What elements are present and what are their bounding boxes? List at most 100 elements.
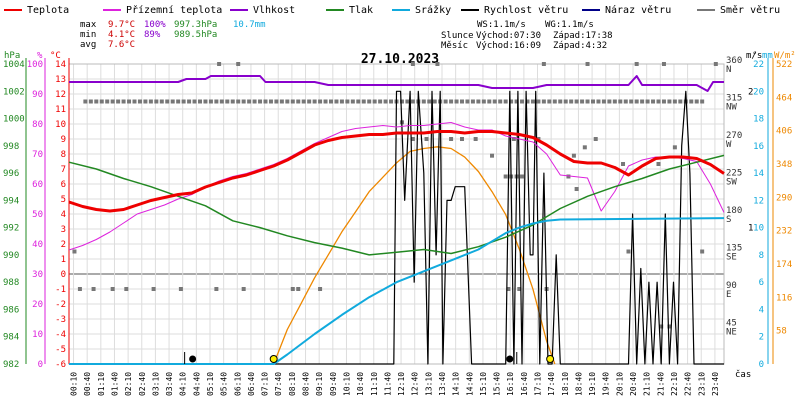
wind-direction-point bbox=[585, 99, 590, 104]
wind-direction-point bbox=[176, 99, 181, 104]
wind-direction-point bbox=[170, 99, 175, 104]
wind-direction-point bbox=[91, 287, 96, 291]
wind-direction-point bbox=[178, 287, 183, 291]
wind-direction-point bbox=[405, 99, 410, 104]
tick-label: 6 bbox=[61, 180, 66, 190]
axis-label: % bbox=[37, 51, 43, 61]
x-tick-label: 20:40 bbox=[629, 372, 638, 396]
wind-direction-point bbox=[460, 99, 464, 104]
tick-label: S bbox=[726, 215, 731, 225]
wind-direction-point bbox=[661, 99, 666, 104]
wind-direction-point bbox=[424, 137, 429, 141]
wind-direction-point bbox=[713, 62, 718, 66]
wind-direction-point bbox=[506, 287, 511, 291]
stat-value: Západ:17:38 bbox=[553, 31, 613, 41]
x-tick-label: 00:10 bbox=[70, 372, 79, 396]
tick-label: 232 bbox=[776, 227, 792, 237]
moonrise-icon bbox=[506, 355, 514, 363]
wind-direction-point bbox=[465, 99, 470, 104]
stat-label: Měsíc bbox=[441, 41, 468, 51]
x-tick-label: 12:10 bbox=[397, 372, 406, 396]
tick-label: 60 bbox=[32, 180, 43, 190]
wind-direction-point bbox=[607, 99, 612, 104]
tick-label: 1 bbox=[748, 224, 753, 234]
tick-label: 988 bbox=[3, 278, 19, 288]
wind-direction-point bbox=[214, 287, 219, 291]
tick-label: 0 bbox=[38, 360, 43, 370]
tick-label: 10 bbox=[753, 224, 764, 234]
wind-direction-point bbox=[547, 99, 552, 104]
stat-value: 89% bbox=[144, 30, 161, 40]
wind-direction-point bbox=[667, 324, 672, 329]
wind-direction-point bbox=[247, 99, 252, 104]
wind-direction-point bbox=[569, 99, 574, 104]
legend-label: Směr větru bbox=[720, 4, 780, 16]
chart-title: 27.10.2023 bbox=[361, 52, 439, 67]
wind-direction-point bbox=[230, 99, 235, 104]
axis-label: ° bbox=[752, 51, 757, 61]
sun-moon-markers bbox=[184, 352, 555, 364]
tick-label: 9 bbox=[61, 135, 66, 145]
wind-direction-point bbox=[520, 99, 525, 104]
wind-direction-point bbox=[700, 249, 705, 254]
wind-direction-point bbox=[121, 99, 126, 104]
wind-direction-point bbox=[525, 99, 530, 104]
stat-value: 997.3hPa bbox=[174, 20, 217, 30]
x-tick-label: 12:40 bbox=[411, 372, 420, 396]
series-line bbox=[68, 154, 725, 256]
tick-label: 10 bbox=[55, 120, 66, 130]
wind-direction-point bbox=[318, 99, 323, 104]
tick-label: 0 bbox=[759, 360, 764, 370]
tick-label: 80 bbox=[32, 120, 43, 130]
wind-direction-point bbox=[383, 99, 388, 104]
wind-direction-point bbox=[481, 99, 486, 104]
tick-label: SW bbox=[726, 178, 737, 188]
wind-direction-point bbox=[236, 62, 241, 66]
legend-label: Srážky bbox=[415, 4, 451, 16]
wind-direction-point bbox=[503, 174, 508, 179]
x-tick-label: 03:10 bbox=[151, 372, 160, 396]
legend: Teplota Přízemní teplota Vlhkost Tlak Srážky… bbox=[4, 4, 780, 16]
wind-direction-point bbox=[659, 324, 664, 329]
wind-direction-point bbox=[410, 62, 415, 66]
wind-direction-point bbox=[296, 287, 301, 291]
wind-direction-point bbox=[307, 99, 312, 104]
x-tick-label: 23:10 bbox=[697, 372, 706, 396]
wind-direction-point bbox=[541, 62, 546, 66]
tick-label: 996 bbox=[3, 169, 19, 179]
x-axis-label: čas bbox=[735, 369, 751, 380]
legend-label: Rychlost větru bbox=[484, 4, 568, 16]
wind-direction-point bbox=[492, 99, 497, 104]
wind-direction-point bbox=[290, 99, 295, 104]
x-tick-label: 22:10 bbox=[670, 372, 679, 396]
wind-direction-point bbox=[124, 287, 129, 291]
wind-direction-point bbox=[214, 99, 219, 104]
series-line bbox=[68, 130, 725, 213]
tick-label: 174 bbox=[776, 260, 792, 270]
wind-direction-point bbox=[252, 99, 257, 104]
x-tick-label: 19:10 bbox=[588, 372, 597, 396]
wind-direction-point bbox=[634, 62, 639, 66]
sunrise-icon bbox=[269, 355, 278, 363]
tick-label: 58 bbox=[776, 327, 787, 337]
tick-label: 135 bbox=[726, 244, 742, 254]
wind-direction-point bbox=[454, 99, 459, 104]
wind-direction-point bbox=[536, 99, 541, 104]
wind-direction-point bbox=[449, 137, 454, 141]
tick-label: 70 bbox=[32, 150, 43, 160]
wind-direction-point bbox=[318, 287, 323, 291]
tick-label: NE bbox=[726, 328, 737, 338]
tick-label: 984 bbox=[3, 333, 19, 343]
wind-direction-point bbox=[470, 99, 475, 104]
wind-direction-point bbox=[268, 99, 273, 104]
wind-direction-point bbox=[132, 99, 137, 104]
wind-direction-point bbox=[694, 99, 699, 104]
tick-label: 7 bbox=[61, 165, 66, 175]
wind-direction-point bbox=[509, 99, 514, 104]
legend-label: Přízemní teplota bbox=[126, 4, 222, 16]
tick-label: W bbox=[726, 140, 732, 150]
sunset-icon bbox=[546, 355, 555, 363]
tick-label: E bbox=[726, 290, 731, 300]
x-tick-label: 05:10 bbox=[206, 372, 215, 396]
